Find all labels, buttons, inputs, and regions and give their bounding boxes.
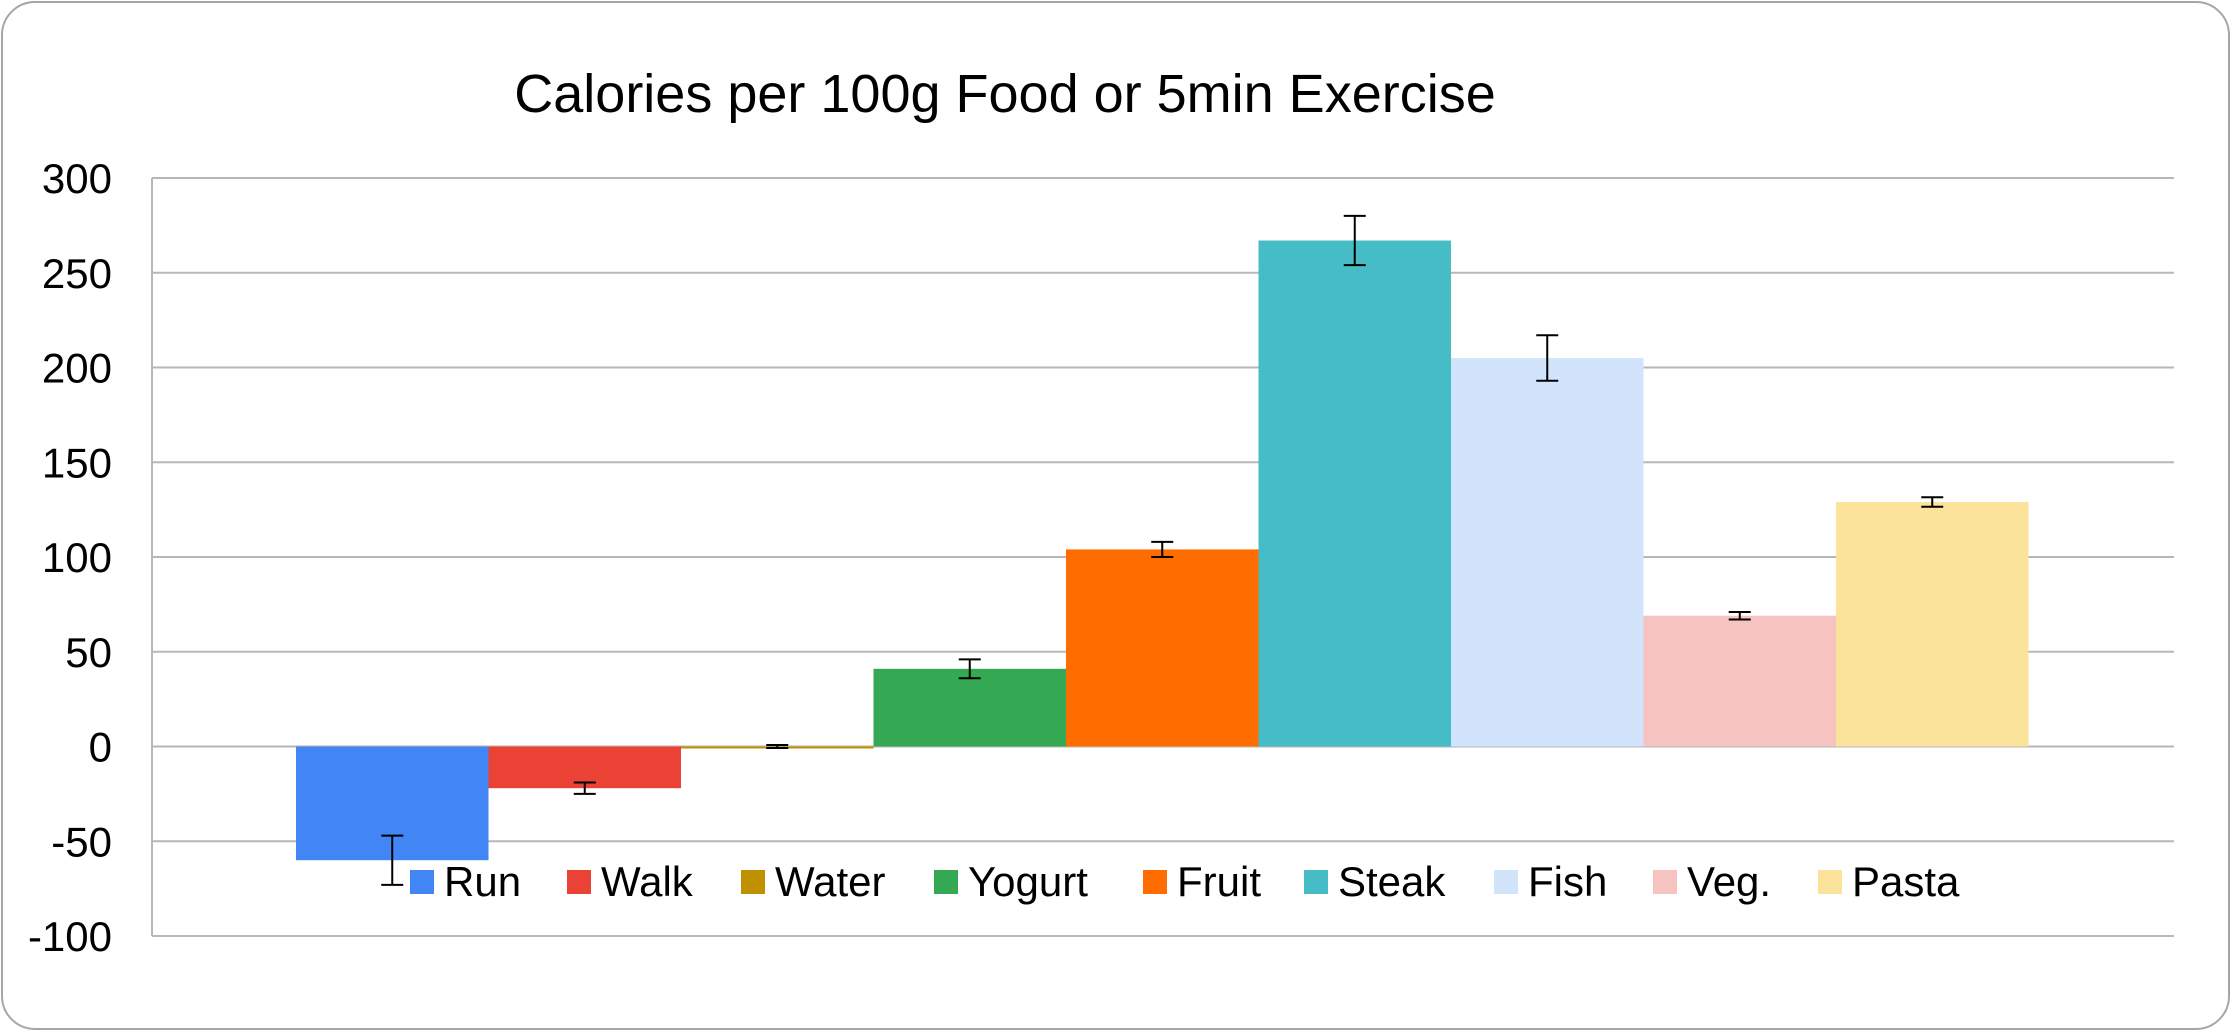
bar-pasta bbox=[1836, 502, 2029, 747]
legend-label: Fruit bbox=[1177, 858, 1261, 905]
legend-swatch bbox=[1818, 870, 1842, 894]
error-bar bbox=[381, 834, 404, 886]
bar-veg bbox=[1643, 615, 1836, 747]
legend: Run Walk Water Yogurt Fruit Steak Fish Veg. Past… bbox=[410, 858, 1960, 905]
bar-steak bbox=[1258, 240, 1451, 747]
legend-label: Walk bbox=[601, 858, 694, 905]
bar-walk bbox=[488, 746, 681, 789]
bar-fruit bbox=[1066, 549, 1259, 747]
error-bar bbox=[958, 658, 981, 680]
error-bar bbox=[766, 743, 789, 750]
legend-swatch bbox=[741, 870, 765, 894]
error-bar bbox=[1343, 214, 1366, 267]
legend-swatch bbox=[934, 870, 958, 894]
legend-swatch bbox=[1653, 870, 1677, 894]
legend-swatch bbox=[1494, 870, 1518, 894]
error-bar bbox=[1536, 334, 1559, 382]
legend-label: Fish bbox=[1528, 858, 1607, 905]
legend-label: Water bbox=[775, 858, 885, 905]
legend-label: Run bbox=[444, 858, 521, 905]
legend-label: Pasta bbox=[1852, 858, 1960, 905]
legend-swatch bbox=[410, 870, 434, 894]
y-tick-label: 100 bbox=[42, 534, 112, 581]
y-tick-label: 250 bbox=[42, 250, 112, 297]
y-tick-label: -50 bbox=[51, 818, 112, 865]
bar-fish bbox=[1451, 358, 1644, 747]
chart-title: Calories per 100g Food or 5min Exercise bbox=[514, 64, 1495, 124]
y-tick-label: -100 bbox=[28, 913, 112, 960]
legend-swatch bbox=[1304, 870, 1328, 894]
y-tick-label: 0 bbox=[89, 724, 112, 771]
error-bar bbox=[1151, 540, 1174, 558]
legend-label: Steak bbox=[1338, 858, 1446, 905]
error-bar bbox=[1921, 496, 1944, 508]
error-bar bbox=[573, 781, 596, 795]
y-tick-label: 300 bbox=[42, 155, 112, 202]
y-tick-label: 200 bbox=[42, 345, 112, 392]
error-bar bbox=[1728, 610, 1751, 621]
y-axis: 300 250 200 150 100 50 0 -50 -100 bbox=[28, 155, 153, 960]
bars bbox=[296, 240, 2029, 861]
legend-label: Yogurt bbox=[968, 858, 1088, 905]
y-tick-label: 150 bbox=[42, 439, 112, 486]
legend-label: Veg. bbox=[1687, 858, 1771, 905]
error-bars bbox=[381, 214, 1944, 886]
y-tick-label: 50 bbox=[65, 629, 112, 676]
legend-swatch bbox=[567, 870, 591, 894]
bar-yogurt bbox=[873, 668, 1066, 747]
legend-swatch bbox=[1143, 870, 1167, 894]
